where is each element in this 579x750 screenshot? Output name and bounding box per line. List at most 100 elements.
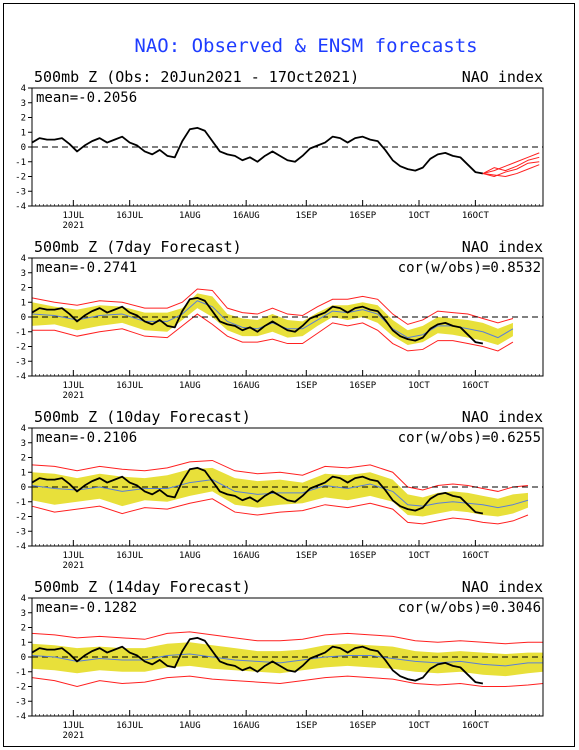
x-tick-label: 16SEP bbox=[349, 721, 377, 731]
x-tick-label: 1AUG bbox=[179, 551, 201, 561]
x-tick-label: 1AUG bbox=[179, 721, 201, 731]
panels: 500mb Z (Obs: 20Jun2021 - 17Oct2021) NAO … bbox=[15, 68, 544, 741]
x-tick-label: 1AUG bbox=[179, 211, 201, 221]
x-tick-label: 1OCT bbox=[408, 381, 430, 391]
spread-band bbox=[32, 467, 528, 517]
x-tick-label: 16SEP bbox=[349, 381, 377, 391]
y-tick-label: 2 bbox=[21, 114, 26, 124]
x-tick-sublabel: 2021 bbox=[62, 391, 84, 401]
page-title: NAO: Observed & ENSM forecasts bbox=[134, 35, 477, 57]
y-tick-label: -2 bbox=[15, 343, 26, 353]
panel-right-label: NAO index bbox=[462, 408, 543, 426]
figure-frame bbox=[3, 3, 575, 747]
x-tick-label: 1SEP bbox=[295, 211, 317, 221]
y-tick-label: -1 bbox=[15, 158, 26, 168]
y-tick-label: 2 bbox=[21, 284, 26, 294]
mean-label: mean=-0.2056 bbox=[36, 90, 137, 106]
y-tick-label: -4 bbox=[15, 372, 26, 382]
y-tick-label: 1 bbox=[21, 298, 26, 308]
x-tick-label: 1OCT bbox=[408, 211, 430, 221]
ensemble_mean-line bbox=[31, 653, 543, 667]
panel-4: 500mb Z (14day Forecast) NAO index 4 3 2 1 0 -1… bbox=[15, 578, 544, 741]
y-tick-label: -1 bbox=[15, 498, 26, 508]
y-tick-label: -4 bbox=[15, 712, 26, 722]
panel-2: 500mb Z (7day Forecast) NAO index 4 3 2 1 0 -1 -… bbox=[15, 238, 544, 401]
y-tick-label: 0 bbox=[21, 143, 26, 153]
y-tick-label: -3 bbox=[15, 187, 26, 197]
x-tick-label: 16AUG bbox=[233, 721, 260, 731]
extremes-line bbox=[482, 156, 540, 174]
y-tick-label: 3 bbox=[21, 269, 26, 279]
panel-right-label: NAO index bbox=[462, 238, 543, 256]
y-tick-label: 4 bbox=[21, 424, 26, 434]
y-tick-label: -2 bbox=[15, 513, 26, 523]
mean-label: mean=-0.2106 bbox=[36, 430, 137, 446]
x-tick-label: 16JUL bbox=[116, 721, 143, 731]
observed-line bbox=[31, 636, 484, 685]
extremes-line bbox=[482, 152, 540, 175]
ensemble-min-line bbox=[31, 675, 544, 688]
y-tick-label: -4 bbox=[15, 202, 26, 212]
y-tick-label: -1 bbox=[15, 328, 26, 338]
ensemble-max-line bbox=[31, 631, 543, 645]
correlation-label: cor(w/obs)=0.3046 bbox=[398, 600, 541, 616]
ensemble-min-line bbox=[31, 498, 529, 525]
x-tick-label: 16OCT bbox=[462, 721, 490, 731]
ensemble-max-line bbox=[31, 288, 514, 325]
mean-label: mean=-0.1282 bbox=[36, 600, 137, 616]
x-tick-label: 16AUG bbox=[233, 381, 260, 391]
x-tick-label: 16AUG bbox=[233, 211, 260, 221]
y-tick-label: -1 bbox=[15, 668, 26, 678]
x-tick-label: 16AUG bbox=[233, 551, 260, 561]
panel-3: 500mb Z (10day Forecast) NAO index 4 3 2 1 0 -1… bbox=[15, 408, 544, 571]
y-tick-label: 0 bbox=[21, 313, 26, 323]
y-tick-label: 3 bbox=[21, 609, 26, 619]
spread-band bbox=[32, 293, 513, 346]
ensemble-min-line bbox=[32, 313, 514, 352]
y-tick-label: 4 bbox=[21, 84, 26, 94]
y-tick-label: -2 bbox=[15, 683, 26, 693]
panel-1: 500mb Z (Obs: 20Jun2021 - 17Oct2021) NAO … bbox=[15, 68, 544, 231]
x-tick-label: 16OCT bbox=[462, 551, 490, 561]
panel-title: 500mb Z (14day Forecast) bbox=[34, 578, 251, 596]
observed-line bbox=[31, 296, 484, 345]
x-tick-label: 16SEP bbox=[349, 551, 377, 561]
y-tick-label: -3 bbox=[15, 357, 26, 367]
y-tick-label: 3 bbox=[21, 99, 26, 109]
observed-line bbox=[31, 126, 484, 175]
x-tick-label: 1JUL bbox=[62, 551, 84, 561]
y-tick-label: 0 bbox=[21, 483, 26, 493]
x-tick-label: 1JUL bbox=[62, 211, 84, 221]
correlation-label: cor(w/obs)=0.6255 bbox=[398, 430, 541, 446]
extremes-line bbox=[482, 164, 540, 177]
y-tick-label: 1 bbox=[21, 128, 26, 138]
x-tick-label: 1JUL bbox=[62, 381, 84, 391]
y-tick-label: 3 bbox=[21, 439, 26, 449]
y-tick-label: 2 bbox=[21, 454, 26, 464]
correlation-label: cor(w/obs)=0.8532 bbox=[398, 260, 541, 276]
mean-label: mean=-0.2741 bbox=[36, 260, 137, 276]
y-tick-label: -3 bbox=[15, 527, 26, 537]
y-tick-label: -4 bbox=[15, 542, 26, 552]
y-tick-label: 4 bbox=[21, 594, 26, 604]
panel-title: 500mb Z (Obs: 20Jun2021 - 17Oct2021) bbox=[34, 68, 359, 86]
x-tick-label: 16OCT bbox=[462, 381, 490, 391]
x-tick-sublabel: 2021 bbox=[62, 221, 84, 231]
x-tick-label: 16JUL bbox=[116, 551, 143, 561]
x-tick-label: 1SEP bbox=[295, 721, 317, 731]
x-tick-label: 1OCT bbox=[408, 551, 430, 561]
y-tick-label: 4 bbox=[21, 254, 26, 264]
x-tick-label: 1JUL bbox=[62, 721, 84, 731]
y-tick-label: -3 bbox=[15, 697, 26, 707]
x-tick-label: 16OCT bbox=[462, 211, 490, 221]
spread-band bbox=[32, 642, 543, 677]
x-tick-sublabel: 2021 bbox=[62, 731, 84, 741]
x-tick-label: 1AUG bbox=[179, 381, 201, 391]
x-tick-label: 16SEP bbox=[349, 211, 377, 221]
ensemble_mean-line bbox=[31, 300, 514, 339]
x-tick-label: 16JUL bbox=[116, 381, 143, 391]
panel-title: 500mb Z (10day Forecast) bbox=[34, 408, 251, 426]
panel-right-label: NAO index bbox=[462, 578, 543, 596]
x-tick-label: 1SEP bbox=[295, 551, 317, 561]
